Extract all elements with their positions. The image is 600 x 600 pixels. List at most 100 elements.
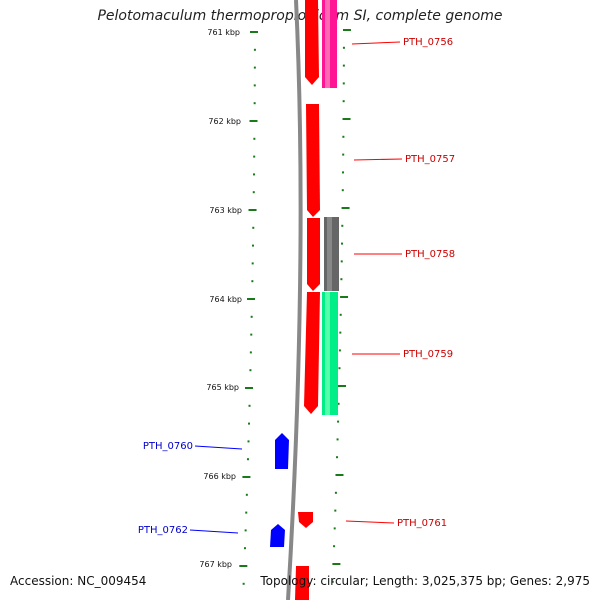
- minor-tick: [341, 224, 344, 227]
- minor-tick: [253, 84, 256, 87]
- tick-label-762: 762 kbp: [208, 117, 241, 126]
- gene-label-pth0761: PTH_0761: [397, 518, 447, 529]
- minor-tick: [331, 580, 334, 583]
- gene-label-pth0756: PTH_0756: [403, 37, 453, 48]
- tick-label-763: 763 kbp: [209, 206, 242, 215]
- feature-green-highlight: [325, 292, 330, 415]
- minor-tick: [340, 278, 343, 281]
- minor-tick: [342, 171, 345, 174]
- major-tick: [247, 298, 256, 300]
- minor-tick: [333, 527, 336, 530]
- minor-tick: [342, 100, 345, 103]
- tick-label-766: 766 kbp: [203, 472, 236, 481]
- gene-label-pth0757: PTH_0757: [405, 154, 455, 165]
- minor-tick: [250, 333, 253, 336]
- minor-tick: [342, 153, 345, 156]
- gene-pth0757-arrow[interactable]: [306, 104, 320, 217]
- minor-tick: [246, 458, 249, 461]
- minor-tick: [245, 511, 248, 514]
- minor-tick: [248, 404, 251, 407]
- major-tick: [242, 476, 251, 478]
- gene-bottom-arrow[interactable]: [295, 566, 309, 600]
- minor-tick: [342, 82, 345, 85]
- major-tick: [248, 209, 257, 211]
- major-tick: [342, 118, 351, 120]
- minor-tick: [339, 331, 342, 334]
- feature-gray-highlight: [327, 217, 332, 291]
- gene-labels: PTH_0756 PTH_0757 PTH_0758 PTH_0759 PTH_…: [138, 37, 455, 536]
- major-tick: [340, 296, 349, 298]
- minor-tick: [253, 155, 256, 158]
- minor-tick: [245, 493, 248, 496]
- minor-tick: [253, 102, 256, 105]
- minor-tick: [338, 349, 341, 352]
- left-tick-scale: [239, 31, 258, 585]
- accession-text: Accession: NC_009454: [10, 574, 147, 588]
- major-tick: [244, 387, 253, 389]
- minor-tick: [252, 173, 255, 176]
- feature-bands: [322, 0, 339, 415]
- minor-tick: [336, 438, 339, 441]
- minor-tick: [334, 491, 337, 494]
- major-tick: [239, 565, 248, 567]
- tick-label-767: 767 kbp: [199, 560, 232, 569]
- reverse-strand-genes: [270, 433, 289, 547]
- tick-label-764: 764 kbp: [209, 295, 242, 304]
- feature-pink-highlight: [325, 0, 330, 88]
- tick-labels: 761 kbp 762 kbp 763 kbp 764 kbp 765 kbp …: [199, 28, 242, 569]
- major-tick: [332, 563, 341, 565]
- major-tick: [338, 385, 347, 387]
- minor-tick: [337, 420, 340, 423]
- right-tick-scale: [331, 29, 351, 583]
- minor-tick: [244, 529, 247, 532]
- major-tick: [342, 29, 351, 31]
- gene-label-pth0759: PTH_0759: [403, 349, 453, 360]
- major-tick: [249, 120, 258, 122]
- minor-tick: [340, 260, 343, 263]
- minor-tick: [250, 315, 253, 318]
- gene-label-pth0760: PTH_0760: [143, 441, 193, 452]
- minor-tick: [342, 135, 345, 138]
- minor-tick: [341, 189, 344, 192]
- tick-label-765: 765 kbp: [206, 383, 239, 392]
- gene-pth0762-arrow[interactable]: [270, 524, 285, 547]
- major-tick: [341, 207, 350, 209]
- genome-backbone: [286, 0, 303, 600]
- gene-label-pth0762: PTH_0762: [138, 525, 188, 536]
- gene-pth0761-arrow[interactable]: [298, 512, 313, 528]
- minor-tick: [247, 440, 250, 443]
- minor-tick: [249, 369, 252, 372]
- genome-summary-text: Topology: circular; Length: 3,025,375 bp…: [260, 574, 590, 588]
- gene-pth0756-arrow[interactable]: [305, 0, 319, 85]
- gene-pth0759-arrow[interactable]: [304, 292, 320, 414]
- minor-tick: [242, 582, 245, 585]
- minor-tick: [252, 226, 255, 229]
- minor-tick: [253, 66, 256, 69]
- major-tick: [335, 474, 344, 476]
- minor-tick: [251, 262, 254, 265]
- gene-pth0760-arrow[interactable]: [275, 433, 289, 469]
- minor-tick: [252, 191, 255, 194]
- tick-label-761: 761 kbp: [207, 28, 240, 37]
- minor-tick: [342, 46, 345, 49]
- minor-tick: [341, 242, 344, 245]
- minor-tick: [251, 244, 254, 247]
- minor-tick: [337, 402, 340, 405]
- minor-tick: [336, 456, 339, 459]
- gene-pth0758-arrow[interactable]: [307, 218, 320, 291]
- minor-tick: [342, 64, 345, 67]
- gene-label-pth0758: PTH_0758: [405, 249, 455, 260]
- minor-tick: [253, 137, 256, 140]
- minor-tick: [253, 48, 256, 51]
- minor-tick: [249, 351, 252, 354]
- minor-tick: [334, 509, 337, 512]
- major-tick: [249, 31, 258, 33]
- minor-tick: [338, 367, 341, 370]
- minor-tick: [339, 313, 342, 316]
- minor-tick: [251, 280, 254, 283]
- minor-tick: [248, 422, 251, 425]
- map-title: Pelotomaculum thermopropionicum SI, comp…: [97, 8, 503, 24]
- forward-strand-genes: [295, 0, 320, 600]
- minor-tick: [333, 545, 336, 548]
